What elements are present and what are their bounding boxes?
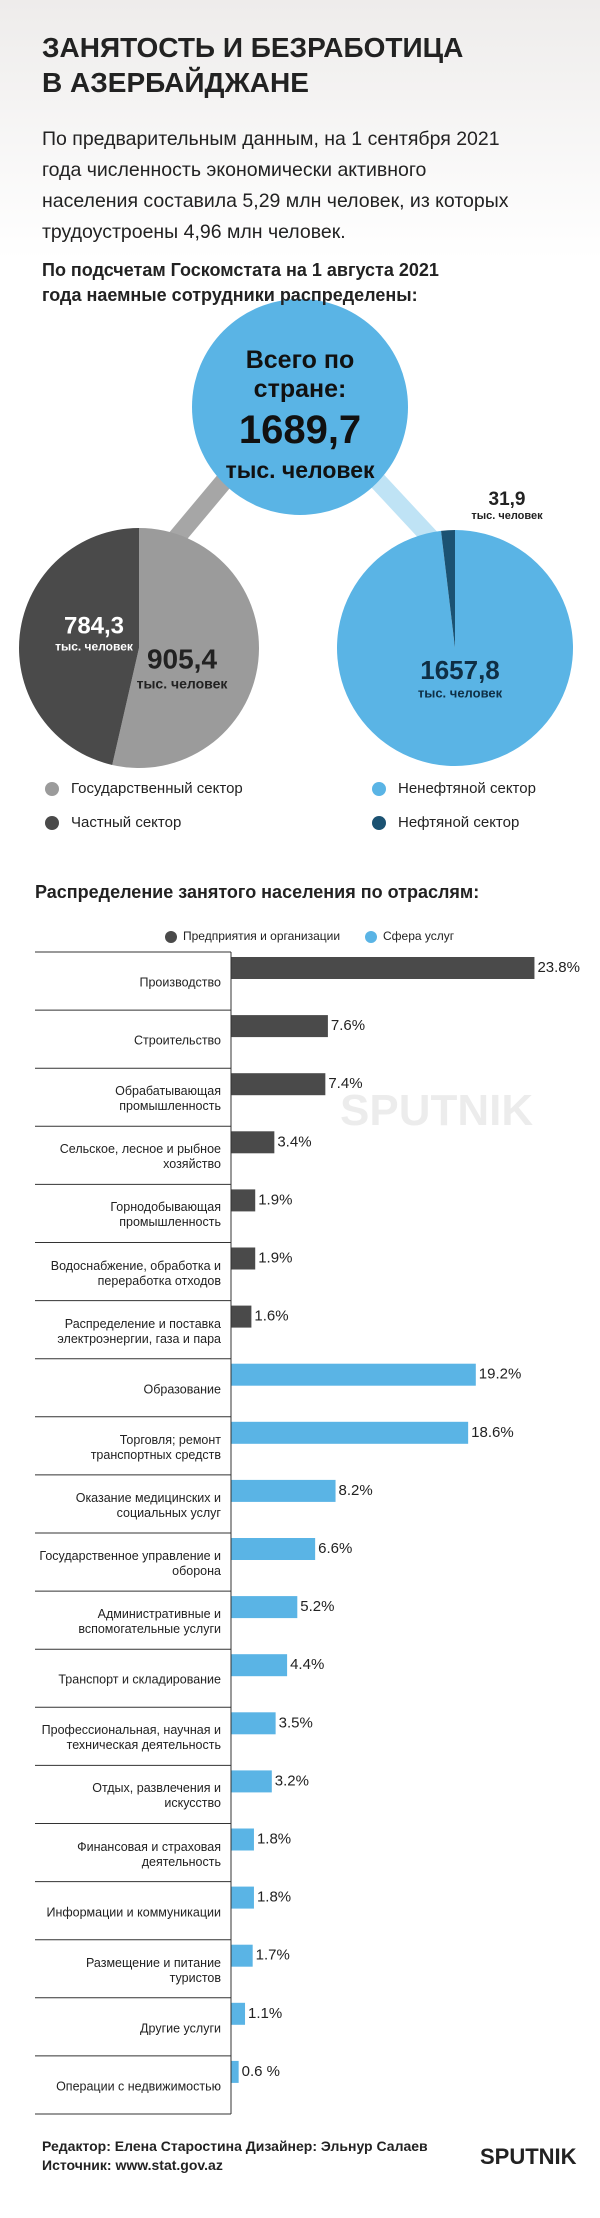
value-label: 1.9% bbox=[258, 1191, 292, 1208]
legend-marker bbox=[372, 782, 386, 796]
source: Источник: www.stat.gov.az bbox=[42, 2157, 223, 2173]
legend-marker bbox=[165, 931, 177, 943]
bar bbox=[231, 1538, 316, 1560]
value-label: 3.5% bbox=[279, 1714, 313, 1731]
value-label: 7.4% bbox=[328, 1075, 362, 1092]
value-label: 1657,8 bbox=[420, 655, 500, 685]
bar bbox=[231, 1828, 254, 1851]
category-label: Транспорт и складирование bbox=[58, 1672, 221, 1687]
unit-label: тыс. человек bbox=[137, 676, 229, 692]
category-label: Информации и коммуникации bbox=[46, 1905, 221, 1920]
legend-marker bbox=[365, 931, 377, 943]
bar bbox=[231, 1073, 326, 1096]
subtitle: По подсчетам Госкомстата на 1 августа 20… bbox=[42, 260, 439, 305]
category-label: Отдых, развлечения и искусство bbox=[92, 1781, 221, 1811]
bar bbox=[231, 1131, 275, 1154]
bar bbox=[231, 2002, 246, 2025]
value-label: 905,4 bbox=[147, 643, 217, 674]
bar bbox=[231, 1247, 256, 1270]
value-label: 19.2% bbox=[479, 1366, 522, 1383]
value-label: 3.4% bbox=[277, 1133, 311, 1150]
value-label: 31,9 bbox=[489, 489, 526, 510]
value-label: 1.8% bbox=[257, 1889, 291, 1906]
pie-slice bbox=[112, 528, 259, 768]
value-label: 1.7% bbox=[256, 1947, 290, 1964]
bar bbox=[231, 1189, 256, 1212]
category-label: Размещение и питание туристов bbox=[86, 1955, 221, 1985]
pie-slice bbox=[336, 530, 573, 766]
bar bbox=[231, 1712, 276, 1735]
chart-title: Распределение занятого населения по отра… bbox=[35, 882, 480, 902]
category-label: Обрабатывающая промышленность bbox=[115, 1084, 221, 1114]
value-label: 23.8% bbox=[537, 959, 580, 976]
watermark: SPUTNIK bbox=[340, 1086, 534, 1135]
category-label: Другие услуги bbox=[140, 2021, 221, 2036]
value-label: 7.6% bbox=[331, 1017, 365, 1034]
legend-label: Государственный сектор bbox=[71, 780, 243, 797]
unit-label: тыс. человек bbox=[418, 686, 503, 701]
category-label: Образование bbox=[143, 1382, 221, 1397]
bar bbox=[231, 1596, 298, 1619]
legend-marker bbox=[45, 816, 59, 830]
legend-label: Предприятия и организации bbox=[183, 929, 340, 943]
category-label: Торговля; ремонт транспортных средств bbox=[90, 1432, 221, 1462]
value-label: 5.2% bbox=[300, 1598, 334, 1615]
category-label: Профессиональная, научная и техническая … bbox=[41, 1723, 221, 1753]
logo: SPUTNIK bbox=[480, 2144, 577, 2169]
category-label: Оказание медицинских и социальных услуг bbox=[75, 1490, 221, 1520]
bar bbox=[231, 957, 535, 979]
credits: Редактор: Елена Старостина Дизайнер: Эль… bbox=[42, 2138, 428, 2154]
bar bbox=[231, 1015, 328, 1038]
bar bbox=[231, 2060, 239, 2083]
bar bbox=[231, 1886, 254, 1909]
category-label: Водоснабжение, обработка и переработка о… bbox=[50, 1258, 221, 1288]
bar bbox=[231, 1944, 253, 1967]
intro: По предварительным данным, на 1 сентября… bbox=[42, 128, 509, 243]
bar bbox=[231, 1654, 288, 1677]
bar bbox=[231, 1363, 476, 1386]
legend-label: Ненефтяной сектор bbox=[398, 780, 536, 797]
total-circle bbox=[192, 299, 408, 515]
title: ЗАНЯТОСТЬ И БЕЗРАБОТИЦА В АЗЕРБАЙДЖАНЕ bbox=[42, 32, 464, 98]
category-label: Производство bbox=[139, 975, 221, 990]
legend-label: Нефтяной сектор bbox=[398, 814, 519, 831]
legend-label: Частный сектор bbox=[71, 814, 181, 831]
total-value: 1689,7 bbox=[238, 408, 362, 452]
legend-label: Сфера услуг bbox=[383, 929, 455, 943]
unit-label: тыс. человек bbox=[471, 510, 543, 522]
pie-slice bbox=[441, 530, 455, 648]
legend-marker bbox=[372, 816, 386, 830]
value-label: 3.2% bbox=[275, 1772, 309, 1789]
value-label: 8.2% bbox=[339, 1482, 373, 1499]
value-label: 1.9% bbox=[258, 1249, 292, 1266]
category-label: Операции с недвижимостью bbox=[56, 2079, 221, 2094]
value-label: 784,3 bbox=[64, 612, 124, 639]
value-label: 4.4% bbox=[290, 1656, 324, 1673]
total-unit: тыс. человек bbox=[225, 457, 375, 483]
legend-marker bbox=[45, 782, 59, 796]
category-label: Административные и вспомогательные услуг… bbox=[78, 1607, 221, 1637]
value-label: 1.6% bbox=[254, 1308, 288, 1325]
bar bbox=[231, 1305, 252, 1328]
value-label: 1.8% bbox=[257, 1830, 291, 1847]
value-label: 18.6% bbox=[471, 1424, 514, 1441]
value-label: 6.6% bbox=[318, 1540, 352, 1557]
category-label: Сельское, лесное и рыбное хозяйство bbox=[59, 1142, 221, 1172]
value-label: 0.6 % bbox=[242, 2063, 280, 2080]
category-label: Горнодобывающая промышленность bbox=[110, 1200, 221, 1230]
category-label: Финансовая и страховая деятельность bbox=[77, 1839, 221, 1869]
value-label: 1.1% bbox=[248, 2005, 282, 2022]
unit-label: тыс. человек bbox=[55, 640, 134, 654]
category-label: Государственное управление и оборона bbox=[39, 1549, 221, 1579]
total-label: Всего по стране: bbox=[245, 346, 355, 403]
bar bbox=[231, 1421, 469, 1444]
bar bbox=[231, 1479, 336, 1502]
pie-slice bbox=[18, 528, 140, 765]
category-label: Строительство bbox=[134, 1033, 221, 1048]
bar bbox=[231, 1770, 272, 1793]
category-label: Распределение и поставка электроэнергии,… bbox=[57, 1316, 221, 1346]
